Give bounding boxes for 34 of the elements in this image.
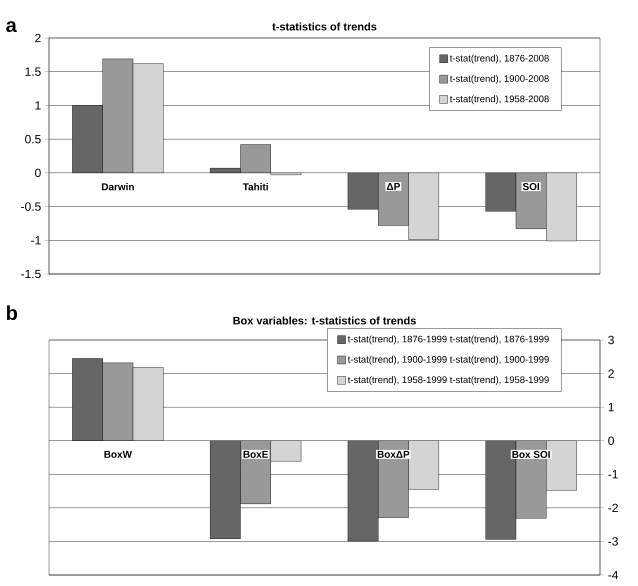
y-tick-label: 1 [608,403,614,412]
chart-title: Box variables: t-statistics of trends [233,316,416,325]
y-tick-label: 0 [35,168,41,178]
text: a [6,21,17,32]
y-tick-label: 0 [608,436,614,445]
legend-label: t-stat(trend), 1876-2008 [450,54,549,64]
x-tick-label: Tahiti [242,183,268,190]
x-tick-label: BoxE [244,450,268,458]
legend-label: t-stat(trend), 1958-2008 [450,95,549,104]
y-tick-label: -0.5 [21,202,41,211]
y-tick-label: 3 [608,336,614,344]
y-tick-label: 2 [35,34,41,42]
x-tick-label: Box SOI [512,450,550,458]
x-tick-label: ΔP [386,183,400,190]
text: b [6,305,18,320]
y-tick-label: 0.5 [25,134,41,144]
legend-label: t-stat(trend), 1876-1999 t-stat(trend), 1876-1999 [348,335,549,344]
legend-label: t-stat(trend), 1958-1999 t-stat(trend), 1958-1999 [348,376,549,385]
y-tick-label: -2 [608,504,618,512]
y-tick-label: 1 [35,101,41,110]
y-tick-label: 1.5 [26,68,41,76]
legend-label: t-stat(trend), 1900-2008 [450,74,549,84]
x-tick-label: Darwin [102,183,134,190]
y-tick-label: -4 [608,570,618,580]
y-tick-label: 2 [608,369,614,378]
x-tick-label: BoxΔP [378,450,410,458]
y-tick-label: -3 [608,537,618,546]
x-tick-label: BoxW [104,450,132,458]
chart-title: t-statistics of trends [272,22,376,30]
legend-label: t-stat(trend), 1900-1999 t-stat(trend), 1900-1999 [348,356,549,365]
y-tick-label: -1 [608,470,618,478]
y-tick-label: -1.5 [21,270,41,278]
y-tick-label: -1 [31,236,41,244]
x-tick-label: SOI [522,183,540,190]
